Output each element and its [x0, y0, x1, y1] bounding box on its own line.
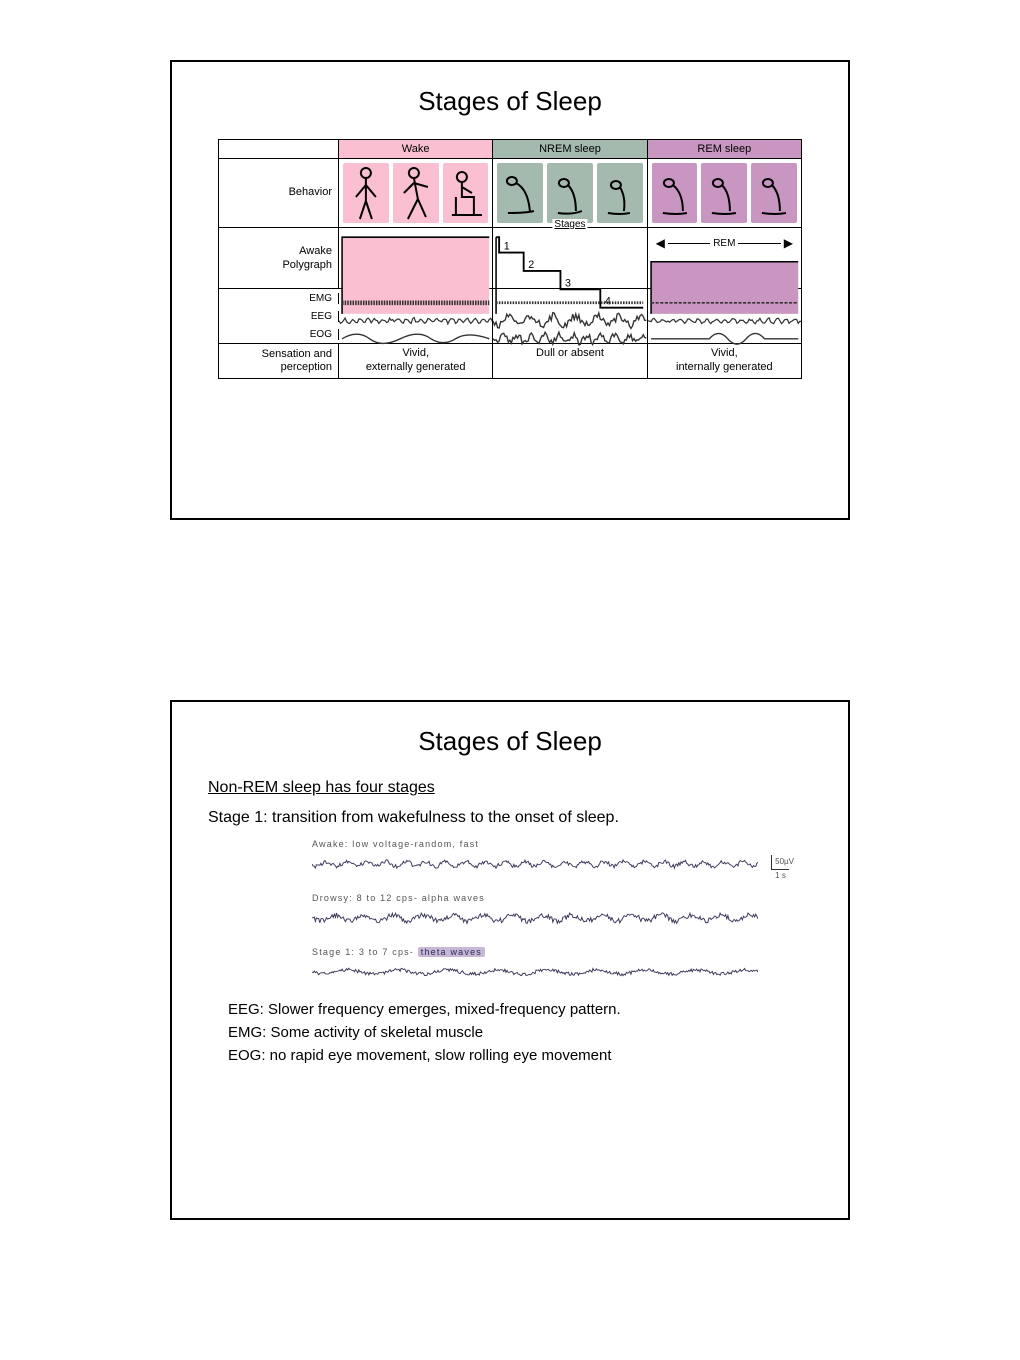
eeg-wave-2	[312, 961, 758, 983]
svg-text:2: 2	[529, 259, 535, 271]
eeg-nrem	[493, 307, 647, 325]
figure-lying-2	[547, 163, 593, 223]
polygraph-label: Awake Polygraph	[219, 228, 339, 288]
polygraph-wake	[339, 228, 493, 288]
behavior-wake	[339, 159, 493, 227]
slide1-title: Stages of Sleep	[202, 86, 818, 117]
sleep-stages-diagram: Wake NREM sleep REM sleep Behavior	[218, 139, 802, 379]
col-header-wake: Wake	[339, 140, 493, 158]
col-header-rem: REM sleep	[648, 140, 801, 158]
sensation-wake: Vivid, externally generated	[339, 344, 493, 378]
behavior-row: Behavior	[219, 159, 801, 228]
eog-wake	[339, 325, 493, 343]
figure-rem-3	[751, 163, 797, 223]
slide2-subhead: Non-REM sleep has four stages	[208, 779, 818, 797]
svg-text:1: 1	[504, 240, 510, 252]
figure-rem-1	[652, 163, 698, 223]
eeg-wake	[339, 307, 493, 325]
page: Stages of Sleep Wake NREM sleep REM slee…	[0, 0, 1020, 1320]
emg-nrem	[493, 289, 647, 307]
figure-rem-2	[701, 163, 747, 223]
figure-lying-1	[497, 163, 543, 223]
polygraph-rem: ◀ REM ▶	[648, 228, 801, 288]
polygraph-label-poly: Polygraph	[282, 258, 332, 272]
emg-wake	[339, 289, 493, 307]
stage1-intro: Stage 1: transition from wakefulness to …	[208, 809, 818, 827]
col-header-nrem: NREM sleep	[493, 140, 647, 158]
eeg-entry-1: Drowsy: 8 to 12 cps- alpha waves	[312, 893, 758, 929]
eeg-entry-label-2: Stage 1: 3 to 7 cps- theta waves	[312, 947, 758, 957]
stage1-bullets: EEG: Slower frequency emerges, mixed-fre…	[228, 1001, 818, 1064]
bullet-eog: EOG: no rapid eye movement, slow rolling…	[228, 1047, 818, 1064]
behavior-label: Behavior	[219, 159, 339, 227]
slide2-title: Stages of Sleep	[202, 726, 818, 757]
eog-label: EOG	[219, 329, 339, 340]
polygraph-label-awake: Awake	[299, 244, 332, 258]
eeg-entry-2: Stage 1: 3 to 7 cps- theta waves	[312, 947, 758, 983]
figure-walking	[393, 163, 439, 223]
behavior-nrem	[493, 159, 647, 227]
polygraph-row: Awake Polygraph Stages 1 2 3 4	[219, 228, 801, 289]
slide-stage1-detail: Stages of Sleep Non-REM sleep has four s…	[170, 700, 850, 1220]
emg-row: EMG	[219, 289, 801, 307]
eeg-wave-1	[312, 907, 758, 929]
eeg-entry-0: Awake: low voltage-random, fast 50µV1 s	[312, 839, 758, 875]
eeg-label: EEG	[219, 311, 339, 322]
eeg-entry-label-0: Awake: low voltage-random, fast	[312, 839, 758, 849]
eeg-wave-0: 50µV1 s	[312, 853, 758, 875]
eog-row: EOG	[219, 325, 801, 343]
eog-rem	[648, 325, 801, 343]
figure-sitting	[443, 163, 489, 223]
eeg-traces-box: Awake: low voltage-random, fast 50µV1 s D…	[312, 839, 758, 983]
slide-stages-overview: Stages of Sleep Wake NREM sleep REM slee…	[170, 60, 850, 520]
header-spacer	[219, 140, 339, 158]
figure-lying-3	[597, 163, 643, 223]
signal-block: EMG EEG EOG	[219, 289, 801, 344]
bullet-emg: EMG: Some activity of skeletal muscle	[228, 1024, 818, 1041]
eeg-entry-label-1: Drowsy: 8 to 12 cps- alpha waves	[312, 893, 758, 903]
polygraph-nrem: Stages 1 2 3 4	[493, 228, 647, 288]
emg-rem	[648, 289, 801, 307]
eog-nrem	[493, 325, 647, 343]
scale-tag: 50µV1 s	[775, 857, 794, 866]
behavior-rem	[648, 159, 801, 227]
svg-text:3: 3	[565, 277, 571, 289]
emg-label: EMG	[219, 293, 339, 304]
sensation-nrem: Dull or absent	[493, 344, 647, 378]
theta-pill: theta waves	[418, 947, 485, 957]
sensation-label: Sensation and perception	[219, 344, 339, 378]
bullet-eeg: EEG: Slower frequency emerges, mixed-fre…	[228, 1001, 818, 1018]
eeg-rem	[648, 307, 801, 325]
eeg-row: EEG	[219, 307, 801, 325]
diagram-header-row: Wake NREM sleep REM sleep	[219, 140, 801, 159]
sensation-row: Sensation and perception Vivid, external…	[219, 344, 801, 378]
figure-standing	[343, 163, 389, 223]
sensation-rem: Vivid, internally generated	[648, 344, 801, 378]
